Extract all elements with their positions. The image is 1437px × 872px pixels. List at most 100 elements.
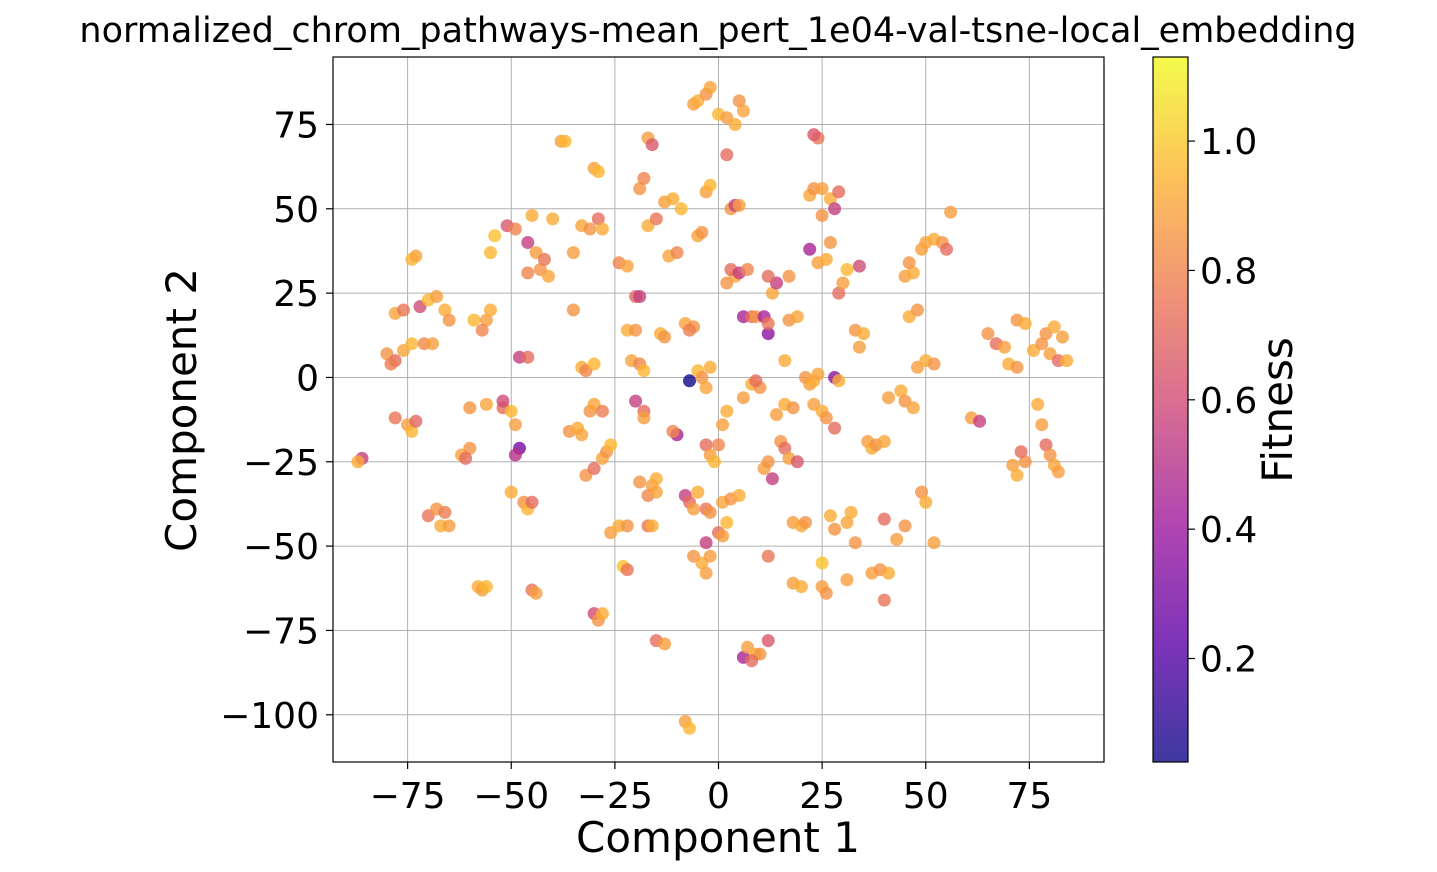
scatter-point [488, 229, 502, 243]
scatter-point [832, 185, 846, 199]
axis-ticks: −75 −50 −25 0 25 50 75 −100 −75 −50 −25 0 25 50 75 [220, 105, 1052, 817]
y-tick-label: 50 [273, 190, 319, 231]
scatter-point [409, 414, 423, 428]
scatter-point [591, 165, 605, 179]
scatter-point [894, 384, 908, 398]
scatter-point [351, 455, 365, 469]
scatter-point [583, 222, 597, 236]
scatter-point [778, 441, 792, 455]
scatter-point [732, 198, 746, 212]
x-tick-label: 25 [799, 776, 845, 817]
colorbar-tick-label: 0.8 [1200, 251, 1257, 292]
scatter-point [620, 563, 634, 577]
x-tick-label: 0 [707, 776, 730, 817]
scatter-point [691, 485, 705, 499]
scatter-point [927, 536, 941, 550]
y-axis-title: Component 2 [157, 268, 206, 552]
scatter-point [633, 475, 647, 489]
scatter-point [840, 573, 854, 587]
scatter-point [649, 485, 663, 499]
chart-title: normalized_chrom_pathways-mean_pert_1e04… [79, 11, 1356, 51]
scatter-point [637, 364, 651, 378]
scatter-point [463, 401, 477, 415]
scatter-point [819, 252, 833, 266]
scatter-point [504, 404, 518, 418]
scatter-point [467, 313, 481, 327]
scatter-point [525, 495, 539, 509]
scatter-point [815, 182, 829, 196]
scatter-point [674, 202, 688, 216]
scatter-point [699, 566, 713, 580]
scatter-point [782, 269, 796, 283]
scatter-point [877, 512, 891, 526]
scatter-points [351, 80, 1074, 735]
scatter-point [741, 263, 754, 276]
scatter-point [575, 428, 589, 442]
scatter-point [637, 171, 651, 185]
scatter-point [877, 435, 891, 448]
scatter-point [1014, 445, 1028, 459]
scatter-point [695, 371, 709, 384]
scatter-point [707, 455, 721, 469]
scatter-point [666, 192, 680, 206]
scatter-point [882, 566, 895, 580]
scatter-point [815, 556, 829, 570]
scatter-point [890, 532, 904, 546]
scatter-point [852, 340, 866, 354]
scatter-point [844, 505, 858, 519]
scatter-point [1060, 354, 1074, 368]
scatter-point [645, 138, 659, 152]
scatter-point [940, 242, 953, 256]
x-tick-label: 50 [903, 776, 949, 817]
scatter-point [703, 505, 717, 519]
scatter-point [919, 495, 933, 509]
scatter-point [761, 327, 775, 341]
scatter-point [604, 438, 618, 452]
y-tick-label: 75 [273, 105, 319, 146]
scatter-point [736, 391, 750, 405]
scatter-point [882, 391, 895, 405]
scatter-point [902, 256, 916, 270]
scatter-point [828, 522, 842, 536]
scatter-point [823, 509, 837, 523]
x-tick-label: −75 [370, 776, 446, 817]
scatter-point [1006, 458, 1020, 472]
scatter-point [915, 485, 929, 499]
scatter-point [384, 357, 398, 371]
scatter-point [799, 516, 812, 529]
scatter-point [649, 212, 663, 226]
scatter-point [504, 485, 518, 499]
scatter-point [508, 418, 522, 432]
scatter-point [496, 394, 510, 408]
scatter-point [699, 438, 713, 452]
scatter-point [712, 438, 725, 452]
scatter-point [761, 269, 775, 283]
scatter-point [716, 418, 730, 432]
scatter-point [832, 286, 846, 300]
scatter-point [927, 357, 941, 371]
scatter-point [566, 303, 580, 317]
scatter-point [761, 455, 775, 469]
scatter-point [703, 80, 717, 94]
scatter-point [405, 337, 419, 351]
scatter-point [877, 593, 891, 607]
scatter-point [595, 222, 609, 236]
scatter-point [620, 519, 634, 533]
scatter-point [811, 367, 825, 381]
scatter-point [911, 303, 924, 317]
scatter-point [749, 374, 763, 388]
y-tick-label: −25 [243, 443, 319, 484]
scatter-point [828, 421, 842, 435]
scatter-point [459, 451, 473, 465]
scatter-point [670, 246, 684, 260]
scatter-point [484, 246, 497, 260]
scatter-point [765, 286, 779, 300]
scatter-point [537, 252, 551, 266]
scatter-point [629, 323, 643, 337]
scatter-point [620, 259, 634, 273]
scatter-point [703, 178, 717, 192]
scatter-point [906, 266, 920, 280]
scatter-point [815, 209, 829, 222]
scatter-point [790, 310, 804, 324]
